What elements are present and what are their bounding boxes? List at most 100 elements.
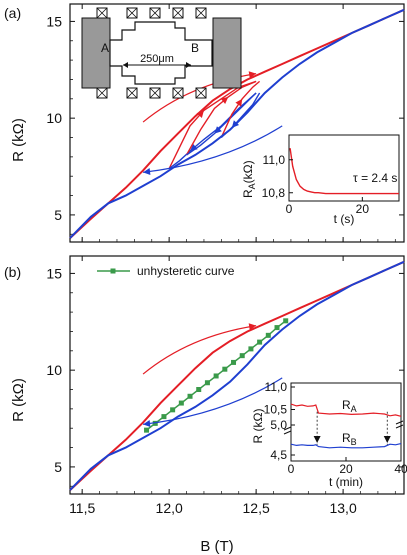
switch-event-arrowhead <box>313 436 321 443</box>
panel-a-sweep-arrowhead <box>248 71 257 79</box>
panel-b-y-tick-label: 10 <box>46 362 62 378</box>
legend: unhysteretic curve <box>97 264 235 278</box>
panel-a-axis-ticks: 5 10 15 <box>46 4 404 242</box>
panel-a-down-sweep-curve <box>69 8 405 239</box>
panel-b-sweep-arrowhead <box>143 420 151 428</box>
panel-b-sweep-arrowhead <box>248 323 257 331</box>
ra-y-tick-label: 11,0 <box>265 380 288 394</box>
device-outline <box>109 21 213 85</box>
panel-b-x-tick-label: 12,5 <box>243 500 270 516</box>
unhysteretic-point <box>213 373 219 379</box>
unhysteretic-point <box>196 387 202 393</box>
panel-a-y-axis-title: R (kΩ) <box>10 118 27 162</box>
relaxation-y-tick-label: 10,8 <box>262 186 286 200</box>
relaxation-inset-y-label: RA(kΩ) <box>241 160 257 198</box>
unhysteretic-point <box>283 318 289 324</box>
ra-trace <box>290 403 402 417</box>
relaxation-tau-annotation: τ = 2.4 s <box>353 171 397 185</box>
panel-b-sweep-arrow <box>142 377 283 425</box>
scale-bar-label: 250μm <box>140 53 174 65</box>
unhysteretic-point <box>222 366 228 372</box>
panel-b-y-tick-label: 15 <box>46 265 62 281</box>
panel-a-sweep-arrow <box>142 73 257 123</box>
panel-a-y-tick-label: 10 <box>46 110 62 126</box>
panel-b-axis-ticks: 5 10 15 11,5 12,0 12,5 13,0 <box>46 256 404 516</box>
unhysteretic-point <box>265 332 271 338</box>
minor-loop-3-up <box>220 80 261 138</box>
minor-loop-up-arrowhead <box>235 98 243 107</box>
axis-break-right <box>395 420 404 429</box>
legend-marker <box>110 268 116 274</box>
relaxation-y-label-sub: A <box>247 183 257 189</box>
scale-bar-left-arrow <box>123 62 128 68</box>
time-trace-x-tick-label: 0 <box>288 462 295 476</box>
panel-a-label: (a) <box>4 5 21 21</box>
relaxation-y-label-main: R <box>241 189 255 198</box>
unhysteretic-point <box>248 346 254 352</box>
relaxation-y-tick-label: 11,0 <box>263 153 286 167</box>
panel-b-plot-frame <box>69 255 405 495</box>
axis-break-left <box>283 426 292 435</box>
left-contact-pad <box>81 17 111 89</box>
panel-a-y-tick-label: 15 <box>46 13 62 29</box>
ra-annotation: RA <box>342 398 357 414</box>
contact-b-label: B <box>191 41 199 55</box>
rb-annotation-sub: B <box>351 437 357 447</box>
time-trace-x-tick-label: 20 <box>339 462 353 476</box>
minor-loop-up-arrowhead <box>196 110 204 118</box>
panel-b-x-tick-label: 11,5 <box>69 500 95 516</box>
terminal-crosses <box>96 7 207 99</box>
unhysteretic-point <box>274 325 280 331</box>
right-contact-pad <box>212 17 242 89</box>
relaxation-x-tick-label: 0 <box>286 202 293 216</box>
panel-a-y-tick-label: 5 <box>54 207 62 223</box>
unhysteretic-point <box>161 414 167 420</box>
time-trace-inset-y-label: R (kΩ) <box>251 409 265 444</box>
x-axis-title: B (T) <box>200 538 233 555</box>
relaxation-curve <box>289 148 399 195</box>
relaxation-inset-x-label: t (s) <box>334 212 355 226</box>
minor-loop-2-down <box>186 92 257 156</box>
legend-label: unhysteretic curve <box>137 264 235 278</box>
panel-b-x-tick-label: 12,0 <box>156 500 183 516</box>
minor-loop-2-up <box>185 80 257 156</box>
panel-b-y-axis-title: R (kΩ) <box>10 378 27 422</box>
rb-annotation: RB <box>342 431 357 447</box>
time-trace-inset: 11,010,55,04,50 20 40 RA RB t (min) R (kΩ) <box>251 380 407 489</box>
unhysteretic-point <box>231 359 237 365</box>
unhysteretic-point <box>152 420 158 426</box>
time-trace-inset-frame <box>290 382 402 462</box>
minor-loop-1-down <box>168 92 257 170</box>
unhysteretic-point <box>178 400 184 406</box>
unhysteretic-point <box>187 393 193 399</box>
scale-bar-right-arrow <box>186 62 191 68</box>
time-trace-inset-x-label: t (min) <box>329 475 363 489</box>
relaxation-inset-plot: 11,0 10,80 20 <box>262 148 399 216</box>
panel-a-sweep-arrow <box>142 125 283 173</box>
panel-b-x-tick-label: 13,0 <box>329 500 356 516</box>
unhysteretic-point <box>204 380 210 386</box>
relaxation-x-tick-label: 20 <box>356 202 370 216</box>
rb-trace <box>290 443 402 449</box>
unhysteretic-point <box>257 339 263 345</box>
minor-loop-down-arrowhead <box>214 126 222 134</box>
unhysteretic-point <box>144 427 150 433</box>
panel-b-y-tick-label: 5 <box>54 459 62 475</box>
panel-b-curves <box>69 260 405 491</box>
minor-loop-up-arrowhead <box>220 96 229 105</box>
panel-b-down-sweep-curve <box>69 260 405 491</box>
rb-y-tick-label: 5,0 <box>270 418 287 432</box>
time-trace-x-tick-label: 40 <box>394 462 407 476</box>
ra-y-tick-label: 10,5 <box>264 403 288 417</box>
ra-annotation-sub: A <box>351 404 357 414</box>
switch-event-arrowhead <box>383 436 391 443</box>
ra-annotation-main: R <box>342 398 351 412</box>
panel-b-label: (b) <box>4 264 21 280</box>
relaxation-inset: 11,0 10,80 20 τ = 2.4 s t (s) RA(kΩ) <box>241 134 400 226</box>
panel-b-sweep-arrow <box>142 325 257 375</box>
relaxation-inset-frame <box>288 134 400 202</box>
panel-a-plot-frame <box>69 3 405 243</box>
unhysteretic-point <box>239 353 245 359</box>
contact-a-label: A <box>101 41 109 55</box>
